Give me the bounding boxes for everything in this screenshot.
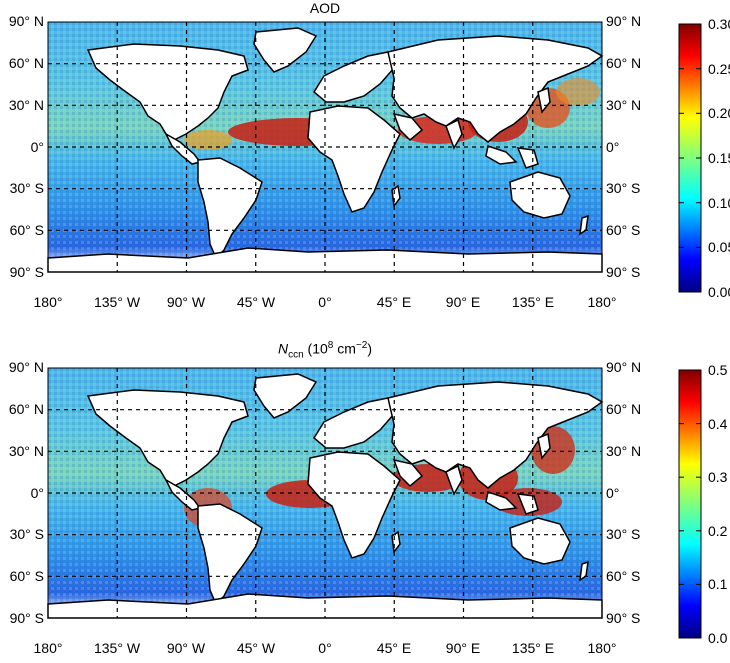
colorbar-tick-label: 0.0 bbox=[708, 630, 728, 646]
lat-label: 90° S bbox=[9, 610, 44, 626]
lat-label: 60° S bbox=[606, 222, 641, 238]
lon-label: 45° E bbox=[376, 294, 412, 310]
lat-label: 0° bbox=[30, 485, 44, 501]
colorbar-tick-label: 0.15 bbox=[708, 150, 730, 166]
lat-label: 60° N bbox=[8, 55, 44, 71]
lat-label: 30° N bbox=[8, 443, 44, 459]
title-exp2: −2 bbox=[355, 340, 368, 351]
colorbar-tick-label: 0.00 bbox=[708, 284, 730, 300]
lat-label: 90° S bbox=[606, 264, 641, 280]
title-unit: cm bbox=[333, 340, 356, 357]
colorbar-tick-label: 0.10 bbox=[708, 195, 730, 211]
lat-label: 30° S bbox=[606, 180, 641, 196]
map-panel-aod bbox=[47, 21, 603, 273]
lon-label: 180° bbox=[587, 640, 617, 656]
lat-label: 60° N bbox=[606, 55, 642, 71]
lat-label: 60° N bbox=[606, 401, 642, 417]
lat-label: 30° N bbox=[606, 97, 642, 113]
lat-label: 0° bbox=[606, 139, 620, 155]
lat-label: 30° S bbox=[9, 180, 44, 196]
title-unit-close: ) bbox=[367, 340, 372, 357]
colorbar-tick-label: 0.05 bbox=[708, 239, 730, 255]
lat-label: 90° S bbox=[9, 264, 44, 280]
graticule-aod bbox=[48, 22, 602, 272]
lat-label: 30° N bbox=[606, 443, 642, 459]
lat-label: 90° N bbox=[606, 13, 642, 29]
colorbar-tick-label: 0.4 bbox=[708, 416, 728, 432]
colorbar-aod bbox=[678, 23, 702, 293]
lon-label: 135° E bbox=[511, 640, 555, 656]
lon-label: 90° W bbox=[166, 294, 206, 310]
lat-label: 60° S bbox=[9, 568, 44, 584]
colorbar-tick-label: 0.25 bbox=[708, 61, 730, 77]
lat-label: 90° S bbox=[606, 610, 641, 626]
panel-title-nccn: Nccn (108 cm−2) bbox=[48, 340, 602, 360]
aerosol-north-pacific bbox=[556, 78, 600, 106]
colorbar-nccn bbox=[678, 369, 702, 639]
colorbar-tick-label: 0.20 bbox=[708, 105, 730, 121]
lat-label: 90° N bbox=[606, 359, 642, 375]
colorbar-tick-label: 0.5 bbox=[708, 362, 728, 378]
lon-label: 0° bbox=[318, 294, 332, 310]
title-variable: N bbox=[277, 340, 289, 357]
lon-label: 45° W bbox=[236, 640, 276, 656]
colorbar-tick-label: 0.3 bbox=[708, 469, 728, 485]
lon-label: 45° W bbox=[236, 294, 276, 310]
lat-label: 30° S bbox=[9, 526, 44, 542]
lon-label: 90° W bbox=[166, 640, 206, 656]
lon-label: 180° bbox=[33, 640, 63, 656]
lat-label: 90° N bbox=[8, 13, 44, 29]
lat-label: 60° N bbox=[8, 401, 44, 417]
title-subscript: ccn bbox=[288, 349, 304, 361]
colorbar-tick-label: 0.30 bbox=[708, 16, 730, 32]
lat-label: 90° N bbox=[8, 359, 44, 375]
lon-label: 180° bbox=[587, 294, 617, 310]
colorbar-tick-label: 0.2 bbox=[708, 523, 728, 539]
panel-title-aod: AOD bbox=[309, 0, 341, 16]
lon-label: 180° bbox=[33, 294, 63, 310]
lon-label: 0° bbox=[318, 640, 332, 656]
title-unit-open: (10 bbox=[303, 340, 328, 357]
lat-label: 0° bbox=[606, 485, 620, 501]
lon-label: 135° E bbox=[511, 294, 555, 310]
lon-label: 135° W bbox=[93, 640, 141, 656]
lat-label: 30° S bbox=[606, 526, 641, 542]
lon-label: 90° E bbox=[445, 640, 481, 656]
lon-label: 45° E bbox=[376, 640, 412, 656]
title-exp: 8 bbox=[327, 340, 334, 351]
lat-label: 60° S bbox=[606, 568, 641, 584]
aerosol-caribbean bbox=[184, 130, 232, 150]
lon-label: 135° W bbox=[93, 294, 141, 310]
colorbar-tick-label: 0.1 bbox=[708, 576, 728, 592]
lat-label: 0° bbox=[30, 139, 44, 155]
graticule-nccn bbox=[48, 368, 602, 618]
lat-label: 30° N bbox=[8, 97, 44, 113]
lon-label: 90° E bbox=[445, 294, 481, 310]
lat-label: 60° S bbox=[9, 222, 44, 238]
map-panel-nccn bbox=[47, 367, 603, 619]
